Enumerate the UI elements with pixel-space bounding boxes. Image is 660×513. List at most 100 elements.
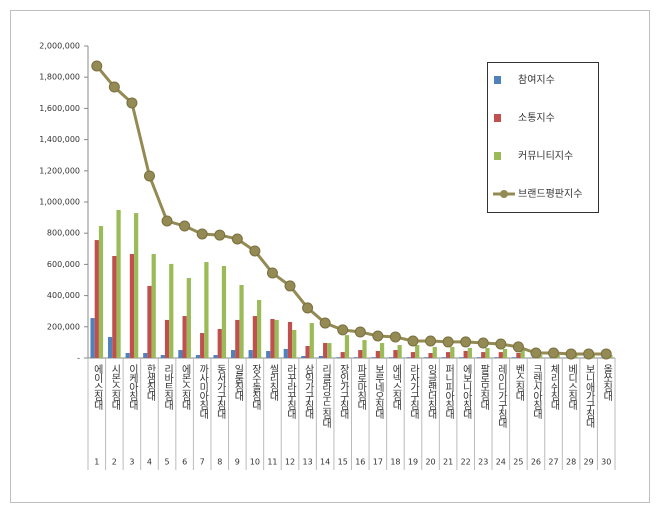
bar: [90, 318, 95, 358]
line-marker: [512, 341, 524, 353]
x-tick-label: 씰리침대: [267, 364, 279, 402]
bar: [393, 350, 398, 358]
line-marker: [266, 267, 278, 279]
rank-label: 5: [165, 458, 170, 467]
legend-label: 브랜드평판지수: [518, 188, 582, 200]
x-tick-label: 한샘침대: [144, 364, 156, 402]
rank-label: 28: [566, 458, 576, 467]
x-tick-label: 올쏘침대: [601, 364, 613, 402]
bar: [94, 240, 99, 358]
line-marker: [460, 336, 472, 348]
line-marker: [372, 330, 384, 342]
bar: [432, 346, 437, 358]
bar: [344, 335, 350, 358]
x-tick-label: 레이디가구침대: [495, 364, 507, 429]
bar: [221, 265, 227, 358]
bar: [371, 357, 376, 358]
rank-label: 22: [461, 458, 471, 467]
bar: [147, 285, 152, 358]
bar: [336, 357, 341, 358]
line-marker: [354, 326, 366, 338]
rank-label: 10: [250, 458, 260, 467]
bar: [305, 345, 310, 358]
bar: [498, 352, 503, 358]
rank-label: 18: [390, 458, 400, 467]
rank-label: 3: [129, 458, 134, 467]
bar: [235, 319, 240, 358]
bar: [98, 226, 104, 358]
line-marker: [583, 348, 595, 360]
y-tick-label: 1,200,000: [39, 166, 80, 175]
x-tick-label: 장수돌침대: [249, 364, 261, 411]
bar: [494, 357, 499, 358]
legend-swatch: [494, 76, 501, 84]
x-tick-label: 베디스침대: [566, 364, 578, 411]
x-tick-label: 팔로모침대: [478, 364, 490, 411]
rank-label: 25: [513, 458, 523, 467]
bar: [485, 348, 490, 358]
bar: [476, 357, 482, 358]
bar: [358, 350, 363, 358]
bar: [204, 262, 209, 358]
legend-label: 커뮤니티지수: [518, 150, 573, 162]
bar: [410, 352, 416, 358]
bar: [446, 352, 451, 358]
x-tick-label: 라꾸라꾸침대: [285, 364, 297, 420]
bar: [301, 355, 306, 358]
rank-label: 4: [147, 458, 152, 467]
line-marker: [389, 331, 401, 343]
legend-marker: [500, 190, 508, 198]
rank-label: 6: [182, 458, 187, 467]
bar: [116, 209, 121, 358]
bar: [327, 343, 332, 358]
bar: [467, 348, 473, 358]
rank-label: 12: [285, 458, 295, 467]
bar: [283, 348, 288, 358]
x-tick-label: 까사미아침대: [197, 364, 209, 420]
line-marker: [530, 347, 542, 359]
x-tick-label: 보루네오침대: [372, 364, 384, 420]
bar: [266, 350, 271, 358]
x-tick-label: 에보니아침대: [460, 364, 472, 420]
line-marker: [302, 302, 314, 314]
bar: [463, 350, 468, 358]
rank-label: 9: [235, 458, 240, 467]
bar: [323, 343, 328, 358]
line-marker: [126, 97, 138, 109]
line-marker: [91, 60, 103, 72]
bar: [415, 345, 420, 358]
bar: [178, 350, 183, 358]
bar: [512, 357, 517, 358]
rank-label: 16: [355, 458, 365, 467]
line-marker: [337, 324, 349, 336]
rank-label: 13: [302, 458, 312, 467]
line-marker: [231, 233, 243, 245]
bar: [424, 357, 429, 358]
x-tick-label: 파로마침대: [355, 364, 367, 411]
bar: [151, 253, 156, 358]
bar: [213, 355, 218, 358]
bar: [112, 255, 117, 358]
line-marker: [548, 347, 560, 359]
x-tick-label: 벤스침대: [513, 364, 525, 402]
bar: [239, 284, 244, 358]
bar: [340, 352, 345, 358]
line-marker: [565, 348, 577, 360]
bar: [459, 357, 464, 358]
y-tick-label: 400,000: [47, 291, 80, 300]
bar: [164, 319, 170, 358]
x-tick-label: 에몬스침대: [179, 364, 191, 411]
x-tick-label: 에넥스침대: [390, 364, 402, 411]
bar: [481, 352, 486, 358]
line-marker: [425, 335, 437, 347]
y-tick-label: 200,000: [47, 322, 80, 331]
bar: [450, 346, 455, 358]
bar: [195, 355, 201, 358]
rank-label: 27: [548, 458, 558, 467]
x-tick-label: 일룸침대: [232, 364, 244, 402]
x-tick-label: 리클라우드침대: [320, 364, 332, 429]
x-tick-label: 크렌시아침대: [530, 364, 542, 420]
bar: [160, 355, 165, 358]
bar: [309, 323, 314, 358]
line-marker: [442, 336, 454, 348]
